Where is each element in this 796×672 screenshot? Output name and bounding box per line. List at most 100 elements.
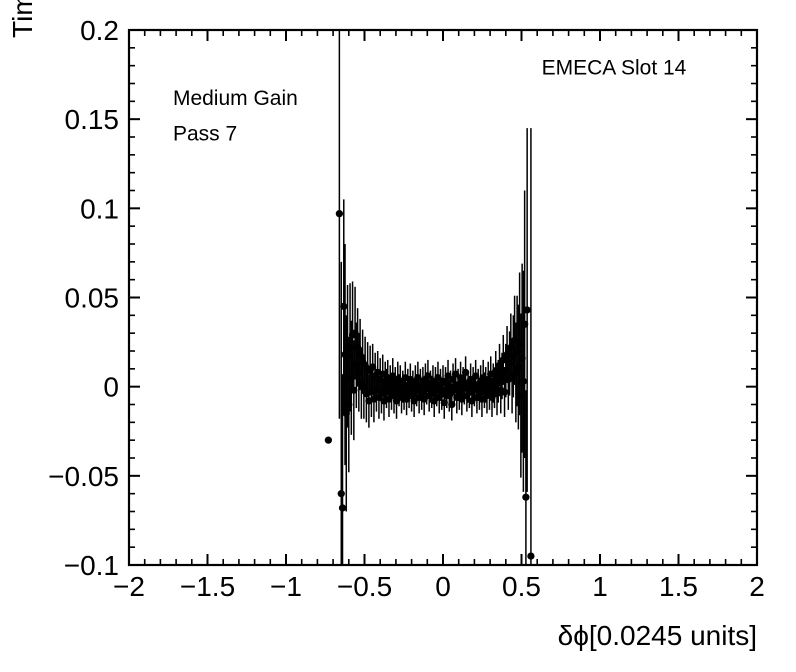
data-point <box>338 504 347 512</box>
data-point <box>343 352 352 360</box>
data-point <box>350 386 358 394</box>
data-point <box>345 400 353 409</box>
annotation-2: Pass 7 <box>173 123 237 146</box>
data-point <box>324 436 333 444</box>
axis-ticks <box>128 29 758 566</box>
y-axis-title: Time [ns] <box>7 0 38 38</box>
data-point <box>499 356 507 364</box>
data-point <box>412 386 421 394</box>
data-point <box>450 386 458 394</box>
data-point <box>523 306 531 314</box>
data-point <box>372 386 381 394</box>
data-point <box>356 350 364 359</box>
data-point <box>451 370 460 378</box>
x-tick-label: 0 <box>435 571 451 602</box>
x-tick-label: 1.5 <box>659 571 698 602</box>
data-point <box>461 368 470 377</box>
data-point <box>433 386 441 394</box>
x-tick-label: −1 <box>270 571 302 602</box>
data-point <box>360 383 368 391</box>
data-point <box>351 329 359 337</box>
data-point <box>515 340 524 348</box>
y-tick-labels: −0.1 −0.05 0 0.05 0.1 0.15 0.2 <box>48 15 119 581</box>
annotations: EMECA Slot 14 Medium Gain Pass 7 <box>173 57 687 146</box>
x-tick-label: 2 <box>749 571 765 602</box>
data-point <box>353 343 362 352</box>
data-point <box>519 377 528 385</box>
data-point <box>502 366 510 375</box>
data-point <box>379 370 387 378</box>
data-point <box>505 359 514 368</box>
data-point <box>468 397 476 405</box>
annotation-0: EMECA Slot 14 <box>542 57 687 80</box>
x-tick-labels: −2 −1.5 −1 −0.5 0 0.5 1 1.5 2 <box>113 571 765 602</box>
data-point <box>500 388 509 396</box>
data-point <box>507 343 515 352</box>
data-point <box>514 363 522 371</box>
data-point <box>498 372 506 380</box>
data-point <box>346 343 354 352</box>
data-point <box>495 361 504 369</box>
data-point <box>434 374 442 382</box>
data-point <box>441 379 450 387</box>
data-series <box>324 30 535 565</box>
plot-frame <box>127 28 759 567</box>
data-point <box>377 390 386 398</box>
data-point <box>347 374 355 382</box>
data-point <box>470 386 479 394</box>
data-point <box>402 395 411 403</box>
data-point <box>392 397 401 405</box>
data-point <box>513 347 521 355</box>
data-point <box>445 391 453 400</box>
data-point <box>340 302 348 311</box>
data-point <box>458 395 466 403</box>
data-point <box>410 397 418 405</box>
data-point <box>369 363 377 371</box>
data-point <box>414 374 422 382</box>
data-point <box>522 493 530 501</box>
data-point <box>478 395 486 403</box>
y-tick-label: 0.15 <box>65 104 120 135</box>
data-point <box>424 372 432 380</box>
data-point <box>472 372 480 380</box>
data-point <box>521 320 529 328</box>
data-point <box>389 372 397 380</box>
x-tick-label: −2 <box>113 571 145 602</box>
x-tick-label: −0.5 <box>337 571 392 602</box>
data-point <box>517 391 525 400</box>
x-axis-title: δϕ[0.0245 units] <box>558 620 757 651</box>
x-tick-label: 1 <box>592 571 608 602</box>
data-point <box>352 361 360 369</box>
data-point <box>335 210 344 218</box>
data-point <box>342 409 350 418</box>
data-point <box>430 397 438 405</box>
data-markers <box>324 210 535 560</box>
y-tick-label: −0.1 <box>64 550 119 581</box>
y-tick-label: 0.2 <box>80 15 119 46</box>
data-point <box>487 370 495 378</box>
data-point <box>385 395 393 403</box>
data-point <box>382 384 391 393</box>
data-point <box>444 372 452 380</box>
y-tick-label: 0.1 <box>80 193 119 224</box>
data-point <box>492 366 500 375</box>
x-tick-label: −1.5 <box>180 571 235 602</box>
annotation-1: Medium Gain <box>173 87 298 110</box>
data-point <box>494 377 502 385</box>
x-tick-label: 0.5 <box>502 571 541 602</box>
data-point <box>355 368 363 377</box>
data-point <box>503 350 511 359</box>
data-point <box>510 336 519 344</box>
y-tick-label: 0 <box>103 372 119 403</box>
data-point <box>518 354 526 362</box>
data-point <box>527 552 535 560</box>
data-point <box>448 400 456 409</box>
data-point <box>337 490 345 498</box>
data-point <box>440 399 448 407</box>
y-tick-label: 0.05 <box>65 283 120 314</box>
y-tick-label: −0.05 <box>48 461 119 492</box>
data-point <box>420 395 428 403</box>
data-point <box>488 393 496 402</box>
